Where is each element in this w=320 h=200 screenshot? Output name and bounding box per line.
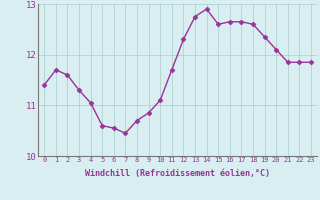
X-axis label: Windchill (Refroidissement éolien,°C): Windchill (Refroidissement éolien,°C) [85, 169, 270, 178]
